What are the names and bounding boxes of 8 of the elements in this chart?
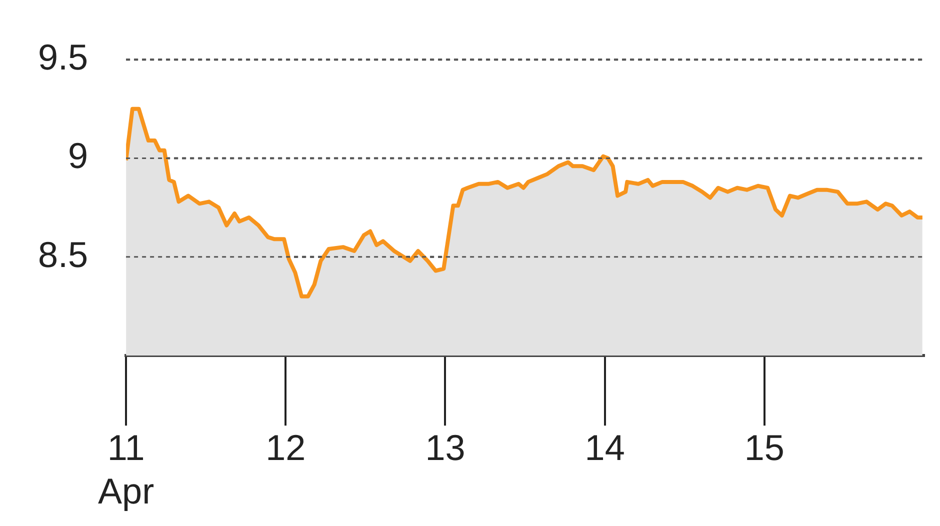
x-tick-label: 13 — [425, 427, 466, 468]
x-tick-label: 11 Apr — [98, 427, 154, 512]
y-tick-label: 9.5 — [38, 36, 88, 78]
x-tick-label: 14 — [584, 427, 625, 468]
x-tick-label: 15 — [744, 427, 784, 468]
y-tick-label: 8.5 — [38, 234, 88, 275]
x-tick-label: 12 — [266, 427, 306, 468]
y-tick-label: 9 — [68, 135, 88, 176]
